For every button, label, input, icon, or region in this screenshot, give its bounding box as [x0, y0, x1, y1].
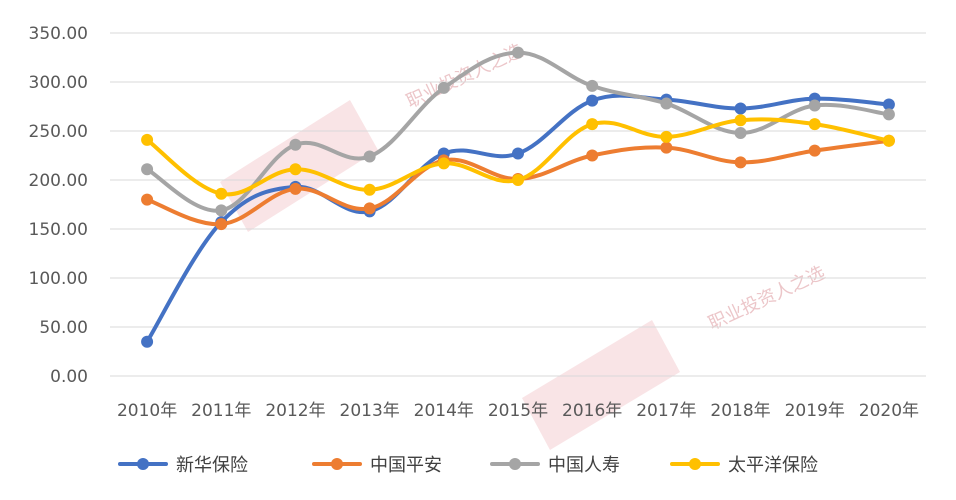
data-point: [363, 150, 376, 163]
legend-label: 中国平安: [370, 455, 442, 476]
data-point: [660, 97, 673, 110]
data-point: [141, 193, 154, 206]
legend-marker: [331, 458, 343, 470]
x-tick-label: 2019年: [785, 401, 845, 421]
data-point: [734, 114, 747, 127]
data-point: [734, 156, 747, 169]
y-tick-label: 100.00: [29, 269, 88, 289]
y-tick-label: 300.00: [29, 73, 88, 93]
legend-item: 太平洋保险: [670, 455, 818, 476]
y-axis: 0.00 50.00 100.00 150.00 200.00 250.00 300.00 3…: [29, 24, 88, 387]
series-3: [141, 114, 895, 200]
legend-item: 中国人寿: [490, 455, 620, 476]
series-line: [145, 50, 891, 213]
data-point: [215, 187, 228, 200]
watermark: 职业投资人之选 职业投资人之选: [220, 40, 828, 450]
legend-label: 新华保险: [176, 455, 248, 476]
data-point: [808, 144, 821, 157]
legend-item: 中国平安: [312, 455, 442, 476]
legend-marker: [689, 458, 701, 470]
data-point: [141, 335, 154, 348]
data-point: [734, 102, 747, 115]
data-point: [586, 149, 599, 162]
data-point: [437, 81, 450, 94]
x-tick-label: 2012年: [265, 401, 325, 421]
y-tick-label: 250.00: [29, 122, 88, 142]
data-point: [586, 79, 599, 92]
data-point: [141, 133, 154, 146]
data-point: [512, 147, 524, 160]
data-point: [512, 46, 524, 59]
x-tick-label: 2010年: [117, 401, 177, 421]
series-line: [145, 138, 891, 227]
data-point: [586, 94, 599, 107]
data-point: [512, 174, 524, 186]
data-point: [882, 98, 895, 111]
x-tick-label: 2014年: [414, 401, 474, 421]
series-lines: [141, 46, 895, 348]
data-point: [437, 157, 450, 170]
legend-marker: [509, 458, 521, 470]
data-point: [215, 218, 228, 231]
legend-item: 新华保险: [118, 455, 248, 476]
y-tick-label: 0.00: [50, 367, 88, 387]
data-point: [734, 126, 747, 139]
x-tick-label: 2018年: [710, 401, 770, 421]
data-point: [882, 108, 895, 121]
data-point: [660, 130, 673, 143]
x-tick-label: 2020年: [859, 401, 919, 421]
data-point: [808, 118, 821, 131]
x-tick-label: 2013年: [340, 401, 400, 421]
x-tick-label: 2017年: [636, 401, 696, 421]
data-point: [289, 163, 302, 176]
legend: 新华保险 中国平安 中国人寿 太平洋保险: [118, 455, 818, 476]
legend-marker: [137, 458, 149, 470]
x-axis: 2010年 2011年 2012年 2013年 2014年 2015年 2016年 2017年…: [117, 401, 919, 421]
legend-label: 中国人寿: [548, 455, 620, 476]
series-2: [141, 46, 895, 217]
data-point: [289, 138, 302, 151]
data-point: [882, 134, 895, 147]
data-point: [215, 204, 228, 217]
y-tick-label: 350.00: [29, 24, 88, 44]
x-tick-label: 2011年: [191, 401, 251, 421]
series-line: [145, 93, 891, 344]
data-point: [363, 183, 376, 196]
y-tick-label: 50.00: [39, 318, 88, 338]
watermark-text-2: 职业投资人之选: [705, 262, 828, 334]
legend-label: 太平洋保险: [728, 455, 818, 476]
data-point: [660, 141, 673, 154]
data-point: [586, 118, 599, 131]
y-tick-label: 200.00: [29, 171, 88, 191]
data-point: [808, 99, 821, 112]
x-tick-label: 2016年: [562, 401, 622, 421]
data-point: [363, 202, 376, 215]
data-point: [141, 163, 154, 176]
watermark-banner-2: [522, 320, 680, 450]
watermark-text-1: 职业投资人之选: [403, 40, 526, 112]
data-point: [289, 182, 302, 195]
y-tick-label: 150.00: [29, 220, 88, 240]
x-tick-label: 2015年: [488, 401, 548, 421]
